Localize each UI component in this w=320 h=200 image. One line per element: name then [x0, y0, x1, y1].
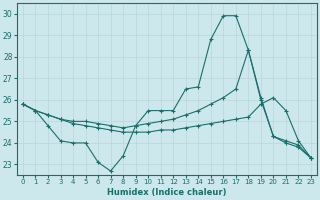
- X-axis label: Humidex (Indice chaleur): Humidex (Indice chaleur): [107, 188, 227, 197]
